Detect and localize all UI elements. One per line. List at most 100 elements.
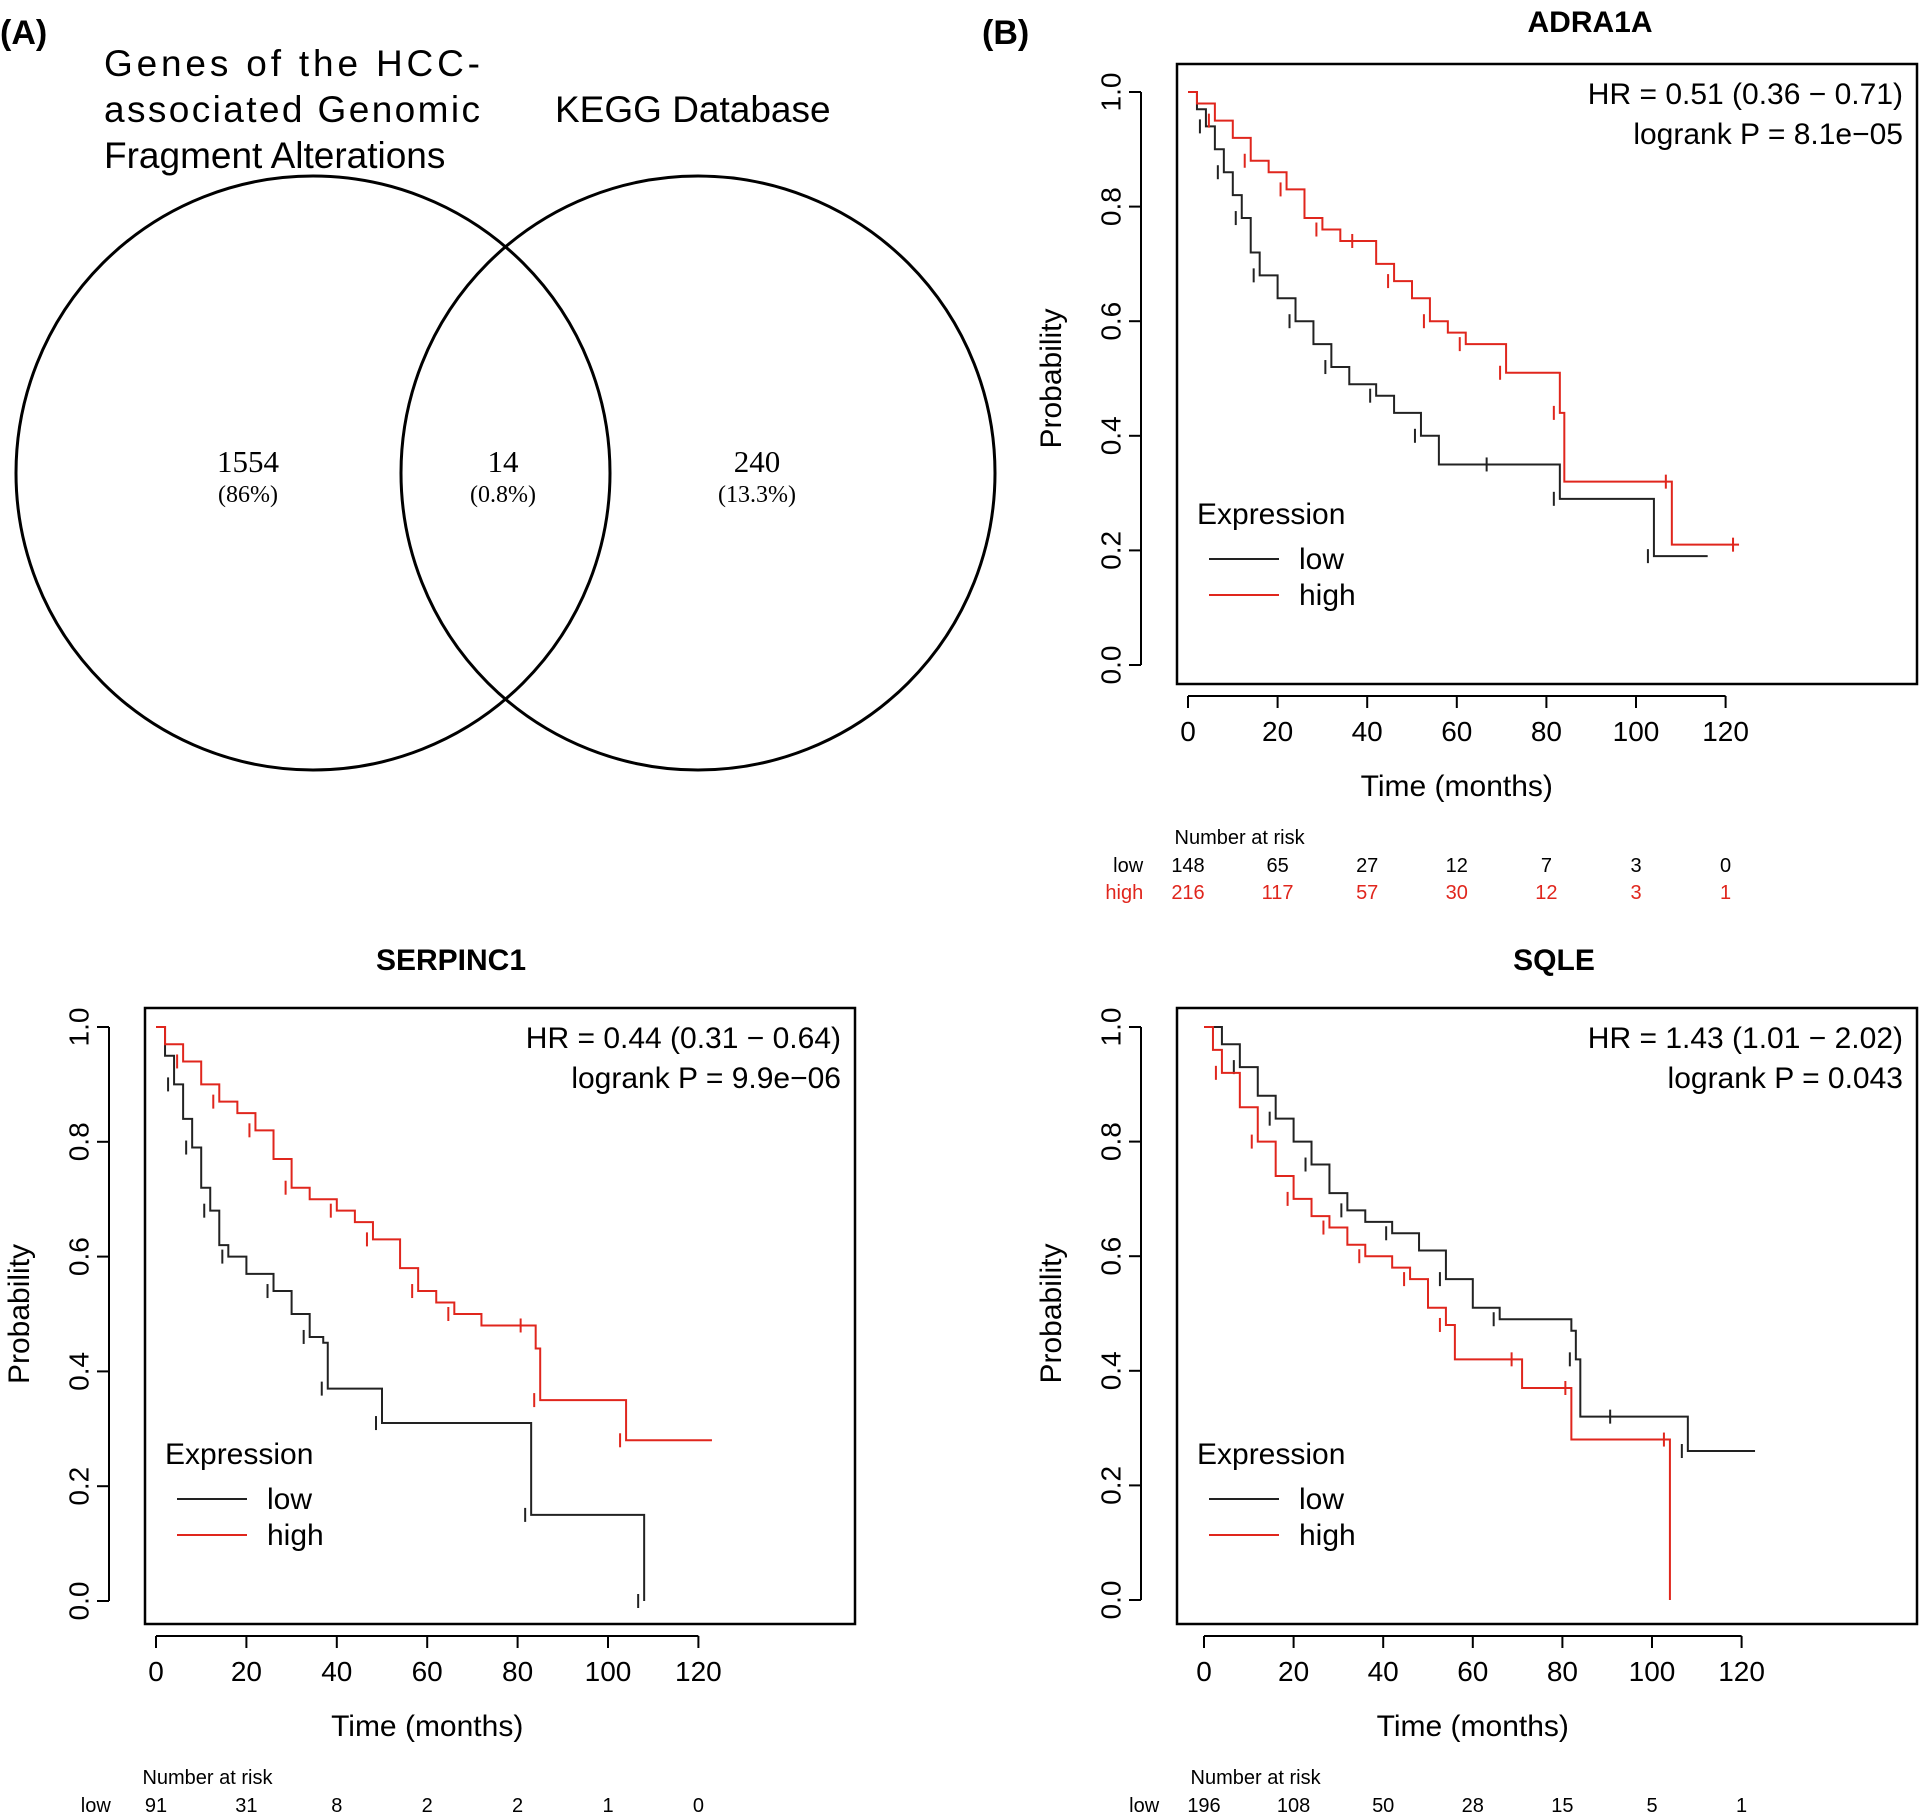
risk-row-label-high: high <box>1105 882 1143 904</box>
y-tick-label: 0.0 <box>63 1582 94 1621</box>
risk-cell-low: 5 <box>1646 1795 1657 1813</box>
hazard-ratio-text: HR = 0.44 (0.31 − 0.64) <box>526 1022 841 1055</box>
survival-curve-high <box>1204 1026 1671 1600</box>
km-plot-adra1a: ADRA1A 0.0 0.2 0.4 0.6 0.8 1.0 Probability 0 20 40… <box>1035 6 1919 904</box>
risk-cell-high: 216 <box>1171 882 1204 904</box>
y-tick-label: 0.2 <box>1095 531 1126 570</box>
km-plot-sqle: SQLE 0.0 0.2 0.4 0.6 0.8 1.0 Probability 0 20 40 60… <box>1035 944 1919 1813</box>
venn-overlap-pct: (0.8%) <box>470 482 536 508</box>
chart-title: SQLE <box>1513 944 1595 977</box>
logrank-p-text: logrank P = 8.1e−05 <box>1633 118 1903 151</box>
x-tick-label: 80 <box>1547 1656 1578 1687</box>
legend-label-low: low <box>267 1483 312 1516</box>
risk-row-label-low: low <box>81 1795 112 1813</box>
venn-left-label-line2: associated Genomic <box>104 89 480 130</box>
y-tick-label: 0.4 <box>63 1352 94 1391</box>
risk-cell-low: 27 <box>1356 855 1378 877</box>
risk-table-title: Number at risk <box>1175 827 1306 849</box>
risk-cell-low: 28 <box>1462 1795 1484 1813</box>
x-axis-label: Time (months) <box>1377 1710 1569 1743</box>
venn-right-count: 240 <box>734 444 781 479</box>
risk-cell-low: 108 <box>1277 1795 1310 1813</box>
risk-cell-high: 30 <box>1446 882 1468 904</box>
venn-right-pct: (13.3%) <box>718 482 796 508</box>
risk-table-title: Number at risk <box>142 1767 273 1789</box>
hazard-ratio-text: HR = 1.43 (1.01 − 2.02) <box>1588 1022 1903 1055</box>
risk-cell-low: 148 <box>1171 855 1204 877</box>
venn-left-count: 1554 <box>217 444 280 479</box>
venn-right-label: KEGG Database <box>555 89 831 130</box>
y-tick-label: 0.6 <box>63 1237 94 1276</box>
logrank-p-text: logrank P = 9.9e−06 <box>571 1062 841 1095</box>
risk-cell-low: 3 <box>1630 855 1641 877</box>
x-tick-label: 20 <box>1278 1656 1309 1687</box>
y-axis-label: Probability <box>3 1244 36 1384</box>
y-axis-label: Probability <box>1035 308 1068 448</box>
survival-curve-low <box>156 1026 646 1601</box>
y-tick-label: 1.0 <box>63 1008 94 1047</box>
venn-left-pct: (86%) <box>218 482 278 508</box>
x-tick-label: 60 <box>412 1656 443 1687</box>
venn-left-circle <box>14 174 612 772</box>
x-tick-label: 20 <box>1262 716 1293 747</box>
risk-cell-low: 1 <box>602 1795 613 1813</box>
legend-label-high: high <box>1299 579 1356 612</box>
x-tick-label: 100 <box>1613 716 1660 747</box>
risk-row-label-low: low <box>1129 1795 1160 1813</box>
risk-cell-low: 50 <box>1372 1795 1394 1813</box>
risk-cell-low: 1 <box>1736 1795 1747 1813</box>
y-tick-label: 0.6 <box>1095 302 1126 341</box>
logrank-p-text: logrank P = 0.043 <box>1668 1062 1903 1095</box>
y-tick-label: 0.8 <box>1095 187 1126 226</box>
risk-cell-high: 1 <box>1720 882 1731 904</box>
panel-label-b: (B) <box>982 14 1029 52</box>
y-tick-label: 0.8 <box>1095 1122 1126 1161</box>
risk-cell-low: 15 <box>1551 1795 1573 1813</box>
hazard-ratio-text: HR = 0.51 (0.36 − 0.71) <box>1588 78 1903 111</box>
risk-cell-low: 65 <box>1266 855 1288 877</box>
y-tick-label: 1.0 <box>1095 73 1126 112</box>
x-tick-label: 80 <box>1531 716 1562 747</box>
legend-title: Expression <box>165 1438 313 1471</box>
x-tick-label: 80 <box>502 1656 533 1687</box>
plot-frame <box>143 1006 857 1626</box>
risk-cell-low: 91 <box>145 1795 167 1813</box>
chart-title: ADRA1A <box>1527 6 1652 39</box>
risk-cell-low: 0 <box>1720 855 1731 877</box>
risk-cell-high: 117 <box>1262 882 1294 904</box>
survival-curve-low <box>1188 91 1708 558</box>
risk-cell-low: 2 <box>512 1795 523 1813</box>
y-tick-label: 0.8 <box>63 1122 94 1161</box>
y-tick-label: 0.4 <box>1095 416 1126 455</box>
risk-cell-high: 57 <box>1356 882 1378 904</box>
x-tick-label: 120 <box>1702 716 1749 747</box>
x-tick-label: 60 <box>1441 716 1472 747</box>
x-tick-label: 0 <box>1180 716 1196 747</box>
chart-title: SERPINC1 <box>376 944 526 977</box>
risk-cell-low: 2 <box>422 1795 433 1813</box>
x-tick-label: 100 <box>585 1656 632 1687</box>
x-tick-label: 0 <box>148 1656 164 1687</box>
y-tick-label: 0.4 <box>1095 1351 1126 1390</box>
venn-left-label-line1: Genes of the HCC- <box>104 43 480 84</box>
x-axis-label: Time (months) <box>331 1710 523 1743</box>
risk-row-label-low: low <box>1113 855 1144 877</box>
x-tick-label: 40 <box>1368 1656 1399 1687</box>
legend-title: Expression <box>1197 1438 1345 1471</box>
risk-cell-low: 196 <box>1187 1795 1220 1813</box>
risk-table-title: Number at risk <box>1191 1767 1322 1789</box>
x-tick-label: 40 <box>321 1656 352 1687</box>
y-tick-label: 0.6 <box>1095 1237 1126 1276</box>
legend-title: Expression <box>1197 498 1345 531</box>
x-tick-label: 20 <box>231 1656 262 1687</box>
y-tick-label: 0.0 <box>1095 646 1126 685</box>
survival-curve-high <box>156 1026 712 1442</box>
y-tick-label: 0.2 <box>63 1467 94 1506</box>
venn-left-label-line3: Fragment Alterations <box>104 135 445 176</box>
risk-cell-high: 3 <box>1630 882 1641 904</box>
survival-curve-low <box>1204 1026 1756 1453</box>
risk-cell-low: 0 <box>693 1795 704 1813</box>
